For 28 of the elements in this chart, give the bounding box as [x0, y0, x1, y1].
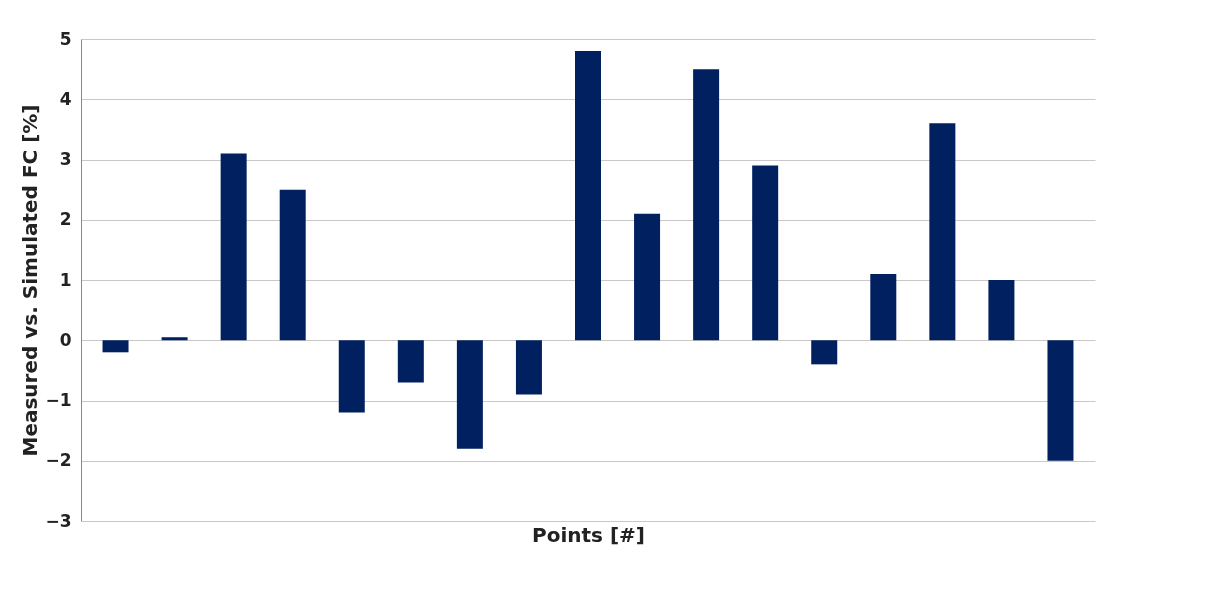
bar — [811, 340, 838, 365]
y-tick-label: 3 — [59, 149, 72, 169]
bar — [575, 51, 601, 341]
bar — [929, 123, 956, 341]
bar — [870, 273, 897, 341]
y-tick-label: −1 — [45, 390, 72, 410]
bar — [456, 340, 483, 449]
bar — [102, 340, 129, 353]
bar — [693, 69, 720, 341]
bar — [515, 340, 542, 395]
y-tick-label: 2 — [59, 209, 72, 230]
bar — [634, 213, 661, 341]
y-tick-label: 0 — [59, 329, 72, 350]
bar — [220, 153, 247, 341]
bar — [752, 165, 779, 341]
y-tick-label: 1 — [59, 269, 72, 290]
y-tick-label: −3 — [45, 510, 72, 531]
bar — [1047, 340, 1074, 461]
bar — [161, 337, 188, 341]
bar — [338, 340, 365, 413]
x-axis-title: Points [#] — [532, 522, 645, 547]
y-tick-label: 4 — [59, 88, 72, 109]
bar — [988, 280, 1015, 341]
y-tick-label: −2 — [45, 450, 72, 471]
bar — [279, 189, 306, 341]
y-axis-title: Measured vs. Simulated FC [%] — [18, 104, 43, 457]
y-tick-label: 5 — [59, 28, 72, 49]
bar — [397, 340, 424, 383]
